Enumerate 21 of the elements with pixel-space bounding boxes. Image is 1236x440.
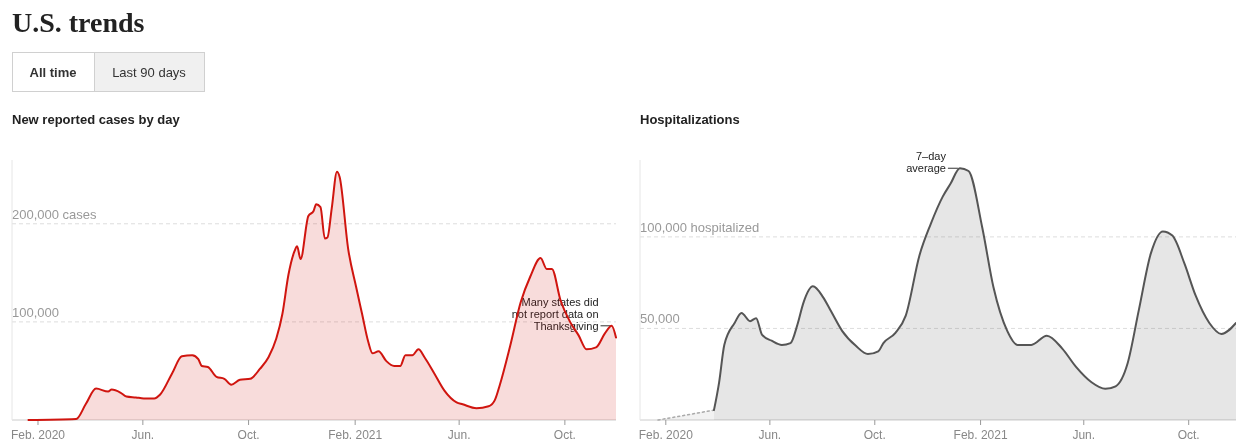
y-tick-label: 50,000 <box>640 311 680 327</box>
x-tick-label: Feb. 2020 <box>10 428 66 440</box>
x-tick-label: Jun. <box>758 428 782 440</box>
x-tick-label: Jun. <box>1072 428 1096 440</box>
text: U.S. trends <box>12 7 145 38</box>
x-tick-label: Oct. <box>1177 428 1200 440</box>
x-tick-label: Oct. <box>863 428 886 440</box>
y-tick-label: 100,000 hospitalized <box>640 219 760 235</box>
chart-title: Hospitalizations <box>640 112 740 127</box>
x-tick-label: Feb. 2021 <box>328 428 383 440</box>
x-tick-label: Oct. <box>553 428 576 440</box>
chart-title: New reported cases by day <box>12 112 181 127</box>
x-tick-label: Feb. 2020 <box>638 428 694 440</box>
x-tick-label: Jun. <box>131 428 155 440</box>
y-tick-label: 200,000 cases <box>12 206 98 222</box>
annotation: 7–day average <box>906 150 947 175</box>
x-tick-label: Jun. <box>447 428 471 440</box>
x-tick-label: Oct. <box>237 428 260 440</box>
toggle-buttons: All time Last 90 days <box>12 52 205 92</box>
x-tick-label: Feb. 2021 <box>953 428 1008 440</box>
y-tick-label: 100,000 <box>12 304 59 320</box>
